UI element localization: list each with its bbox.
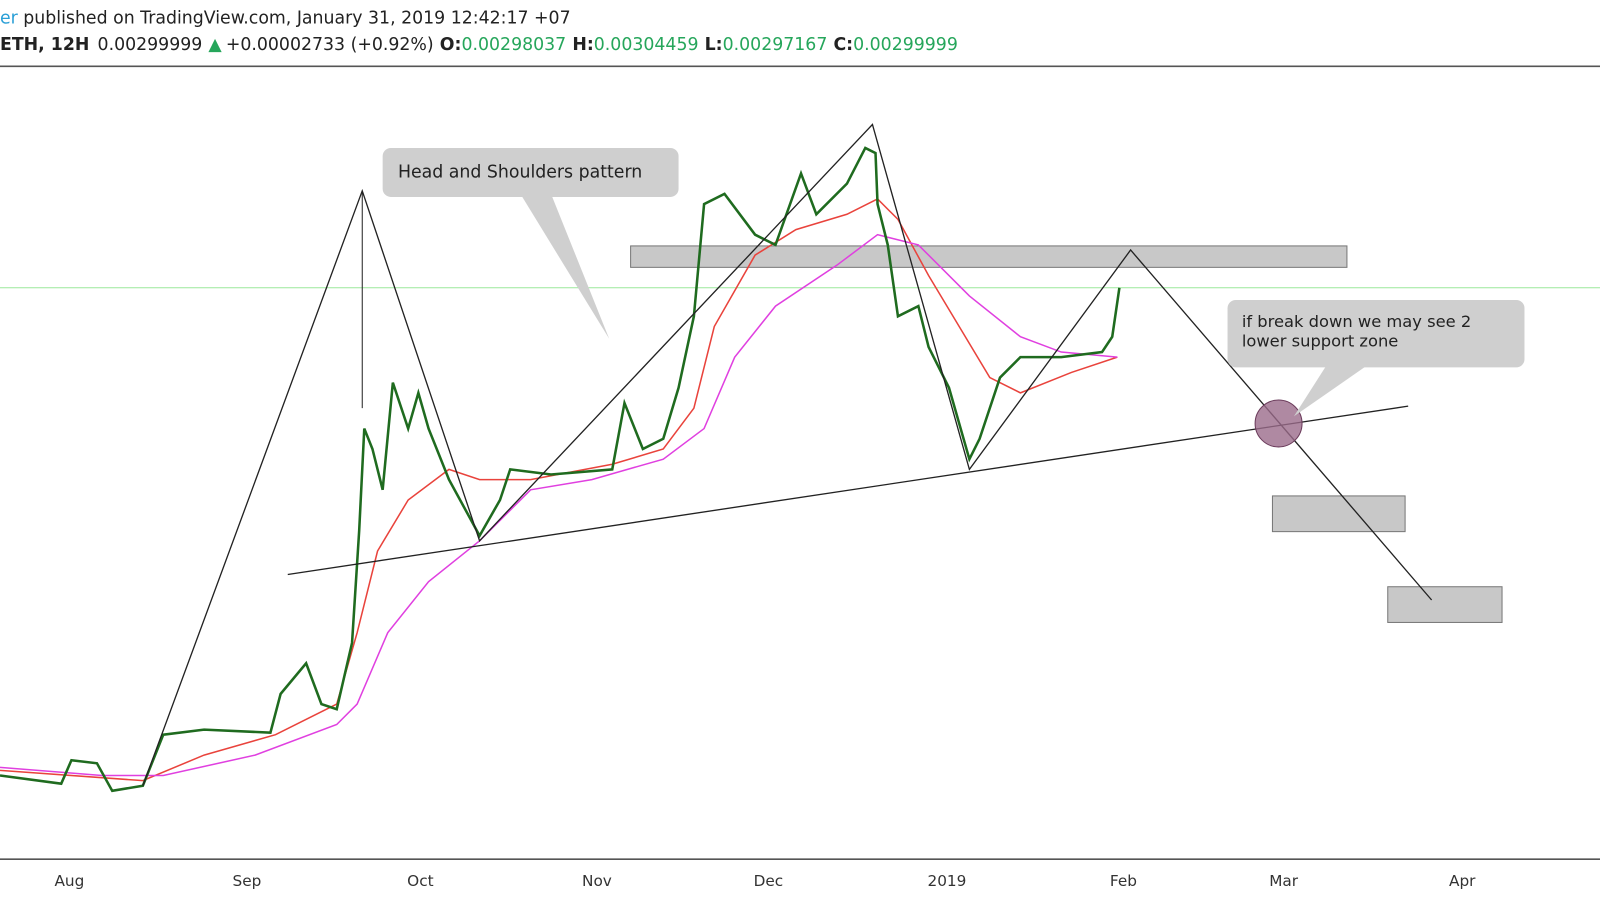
breakdown-marker bbox=[1254, 399, 1303, 448]
callout-text: lower support zone bbox=[1242, 331, 1399, 350]
moving-average bbox=[0, 198, 1118, 782]
ohlc-key: L: bbox=[705, 35, 723, 55]
ohlc-key: H: bbox=[572, 35, 593, 55]
ohlc-value: 0.00297167 bbox=[723, 35, 828, 55]
change: +0.00002733 (+0.92%) bbox=[226, 35, 434, 55]
callout-text: if break down we may see 2 bbox=[1242, 312, 1471, 331]
callout-text: Head and Shoulders pattern bbox=[398, 162, 642, 182]
price bbox=[0, 146, 1121, 793]
time-label: Feb bbox=[1110, 872, 1137, 890]
time-label: Nov bbox=[582, 872, 612, 890]
time-label: Oct bbox=[407, 872, 433, 890]
symbol: ETH, 12H bbox=[0, 35, 89, 55]
arrow: ▲ bbox=[208, 35, 222, 55]
last: 0.00299999 bbox=[98, 35, 203, 55]
moving-average bbox=[0, 233, 1118, 777]
callout-tail bbox=[1293, 365, 1368, 417]
support-zone bbox=[1271, 495, 1406, 533]
ohlc-value: 0.00298037 bbox=[461, 35, 566, 55]
resistance-zone bbox=[630, 245, 1348, 268]
time-label: Sep bbox=[233, 872, 262, 890]
support-zone bbox=[1387, 586, 1503, 623]
ohlc-line: ETH, 12H 0.00299999 ▲ +0.00002733 (+0.92%) O… bbox=[0, 35, 958, 55]
header-line: er published on TradingView.com, January… bbox=[0, 8, 571, 28]
time-labels: Aug Sep Oct Nov Dec 2019 Feb Mar Apr bbox=[54, 872, 1476, 890]
pattern-line bbox=[142, 123, 1433, 786]
ohlc-value: 0.00304459 bbox=[594, 35, 699, 55]
callout-tail bbox=[520, 193, 610, 339]
ohlc-value: 0.00299999 bbox=[853, 35, 958, 55]
time-label: 2019 bbox=[927, 872, 966, 890]
ohlc-key: O: bbox=[440, 35, 462, 55]
callout bbox=[382, 147, 679, 197]
ohlc-key: C: bbox=[833, 35, 853, 55]
callout bbox=[1227, 300, 1525, 368]
publisher: er bbox=[0, 8, 19, 28]
time-label: Aug bbox=[54, 872, 84, 890]
time-label: Apr bbox=[1449, 872, 1476, 890]
published: published on TradingView.com, January 31… bbox=[18, 8, 571, 28]
time-label: Dec bbox=[754, 872, 784, 890]
support-line bbox=[287, 405, 1409, 576]
time-label: Mar bbox=[1269, 872, 1299, 890]
